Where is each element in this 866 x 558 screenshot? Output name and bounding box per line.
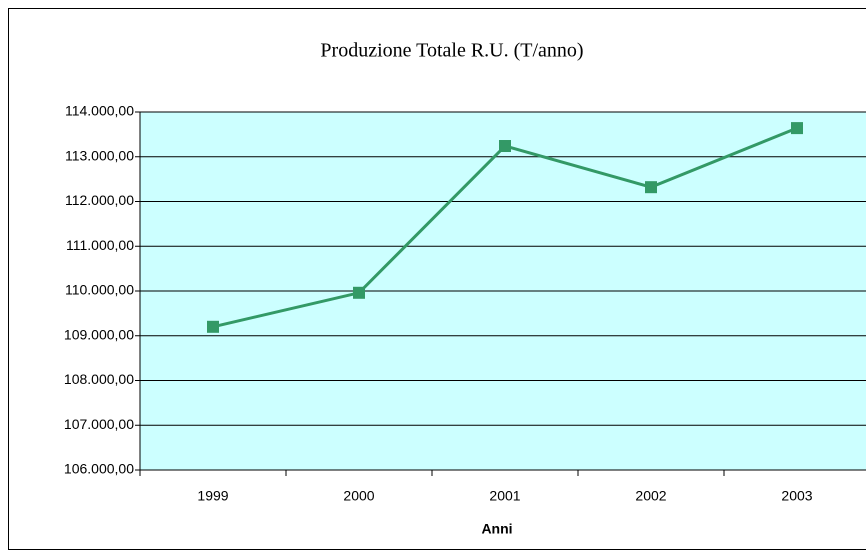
x-tick-label: 2000	[343, 488, 374, 504]
data-marker	[353, 286, 365, 299]
y-tick-label: 110.000,00	[65, 282, 134, 298]
y-tick-label: 113.000,00	[65, 147, 134, 163]
y-tick-label: 111.000,00	[66, 237, 134, 253]
chart-title: Produzione Totale R.U. (T/anno)	[320, 40, 583, 62]
y-tick-label: 112.000,00	[65, 192, 134, 208]
x-tick-label: 2001	[489, 488, 520, 504]
data-marker	[791, 122, 803, 135]
y-tick-label: 106.000,00	[64, 461, 134, 477]
x-tick-label: 2002	[635, 488, 666, 504]
x-tick-label: 1999	[197, 488, 228, 504]
data-marker	[645, 181, 657, 194]
x-tick-label: 2003	[781, 488, 812, 504]
x-axis-title: Anni	[481, 521, 512, 537]
y-tick-label: 114.000,00	[65, 103, 134, 119]
y-tick-label: 109.000,00	[64, 326, 134, 342]
y-tick-label: 107.000,00	[64, 416, 134, 432]
data-marker	[207, 320, 219, 333]
data-marker	[499, 140, 511, 153]
y-tick-label: 108.000,00	[64, 371, 134, 387]
